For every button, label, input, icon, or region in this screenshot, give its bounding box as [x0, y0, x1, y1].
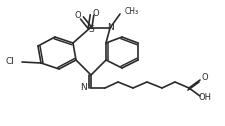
- Text: S: S: [88, 24, 94, 34]
- Text: N: N: [107, 24, 113, 33]
- Text: N: N: [80, 84, 87, 92]
- Text: OH: OH: [198, 92, 211, 102]
- Text: O: O: [202, 73, 208, 83]
- Text: CH₃: CH₃: [125, 8, 139, 17]
- Text: Cl: Cl: [6, 57, 14, 67]
- Text: O: O: [93, 8, 99, 18]
- Text: O: O: [75, 11, 81, 21]
